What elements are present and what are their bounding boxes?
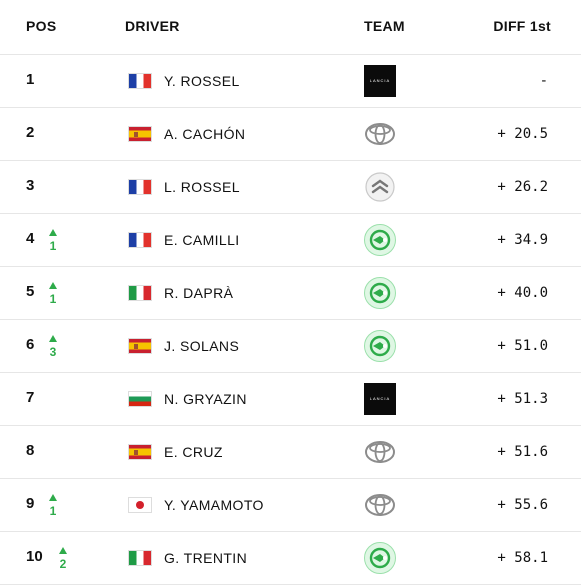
lancia-logo-icon: [364, 383, 396, 415]
position-number: 1: [26, 71, 35, 88]
gap-to-leader: -: [539, 73, 548, 89]
position-number: 3: [26, 177, 35, 194]
driver-name[interactable]: Y. YAMAMOTO: [164, 497, 264, 513]
driver-name[interactable]: E. CAMILLI: [164, 232, 240, 248]
position-number: 2: [26, 124, 35, 141]
driver-name[interactable]: N. GRYAZIN: [164, 391, 247, 407]
position-number: 4: [26, 230, 35, 247]
table-row[interactable]: 7 N. GRYAZIN + 51.3: [0, 373, 581, 426]
position-change: 1: [46, 229, 60, 253]
driver-name[interactable]: E. CRUZ: [164, 444, 223, 460]
gap-to-leader: + 51.0: [497, 338, 548, 354]
position-number: 5: [26, 283, 35, 300]
table-header: POS DRIVER TEAM DIFF 1st: [0, 0, 581, 55]
toyota-logo-icon: [364, 489, 396, 521]
gap-to-leader: + 55.6: [497, 497, 548, 513]
toyota-logo-icon: [364, 436, 396, 468]
flag-jp-icon: [128, 497, 152, 513]
driver-name[interactable]: J. SOLANS: [164, 338, 240, 354]
gap-to-leader: + 34.9: [497, 232, 548, 248]
flag-es-icon: [128, 126, 152, 142]
position-change: 2: [56, 547, 70, 571]
flag-fr-icon: [128, 73, 152, 89]
gap-to-leader: + 58.1: [497, 550, 548, 566]
driver-name[interactable]: A. CACHÓN: [164, 126, 246, 142]
flag-it-icon: [128, 285, 152, 301]
table-row[interactable]: 6 3 J. SOLANS + 51.0: [0, 320, 581, 373]
flag-fr-icon: [128, 232, 152, 248]
driver-name[interactable]: L. ROSSEL: [164, 179, 240, 195]
header-diff: DIFF 1st: [493, 18, 551, 34]
arrow-up-icon: [49, 282, 57, 289]
driver-name[interactable]: G. TRENTIN: [164, 550, 248, 566]
table-row[interactable]: 10 2 G. TRENTIN + 58.1: [0, 532, 581, 585]
position-change: 1: [46, 282, 60, 306]
position-change-value: 2: [59, 557, 67, 571]
skoda-logo-icon: [364, 277, 396, 309]
position-change-value: 1: [49, 504, 57, 518]
table-row[interactable]: 8 E. CRUZ + 51.6: [0, 426, 581, 479]
arrow-up-icon: [49, 335, 57, 342]
flag-it-icon: [128, 550, 152, 566]
position-number: 10: [26, 548, 43, 565]
flag-es-icon: [128, 338, 152, 354]
gap-to-leader: + 51.6: [497, 444, 548, 460]
skoda-logo-icon: [364, 224, 396, 256]
flag-fr-icon: [128, 179, 152, 195]
table-row[interactable]: 1 Y. ROSSEL -: [0, 55, 581, 108]
table-row[interactable]: 4 1 E. CAMILLI + 34.9: [0, 214, 581, 267]
position-change-value: 1: [49, 239, 57, 253]
skoda-logo-icon: [364, 542, 396, 574]
table-row[interactable]: 9 1 Y. YAMAMOTO + 55.6: [0, 479, 581, 532]
citroen-logo-icon: [364, 171, 396, 203]
header-driver: DRIVER: [125, 18, 180, 34]
position-number: 6: [26, 336, 35, 353]
header-team: TEAM: [364, 18, 405, 34]
skoda-logo-icon: [364, 330, 396, 362]
table-row[interactable]: 5 1 R. DAPRÀ + 40.0: [0, 267, 581, 320]
table-row[interactable]: 2 A. CACHÓN + 20.5: [0, 108, 581, 161]
table-body: 1 Y. ROSSEL - 2 A. CACHÓN + 20.5 3 L. ROSSEL + 2…: [0, 55, 581, 585]
arrow-up-icon: [49, 229, 57, 236]
header-pos: POS: [26, 18, 57, 34]
gap-to-leader: + 26.2: [497, 179, 548, 195]
position-change: 1: [46, 494, 60, 518]
flag-bg-icon: [128, 391, 152, 407]
gap-to-leader: + 51.3: [497, 391, 548, 407]
gap-to-leader: + 40.0: [497, 285, 548, 301]
lancia-logo-icon: [364, 65, 396, 97]
position-number: 7: [26, 389, 35, 406]
table-row[interactable]: 3 L. ROSSEL + 26.2: [0, 161, 581, 214]
flag-es-icon: [128, 444, 152, 460]
position-change-value: 1: [49, 292, 57, 306]
position-change-value: 3: [49, 345, 57, 359]
driver-name[interactable]: R. DAPRÀ: [164, 285, 234, 301]
toyota-logo-icon: [364, 118, 396, 150]
position-number: 8: [26, 442, 35, 459]
driver-name[interactable]: Y. ROSSEL: [164, 73, 240, 89]
position-number: 9: [26, 495, 35, 512]
position-change: 3: [46, 335, 60, 359]
arrow-up-icon: [59, 547, 67, 554]
gap-to-leader: + 20.5: [497, 126, 548, 142]
arrow-up-icon: [49, 494, 57, 501]
